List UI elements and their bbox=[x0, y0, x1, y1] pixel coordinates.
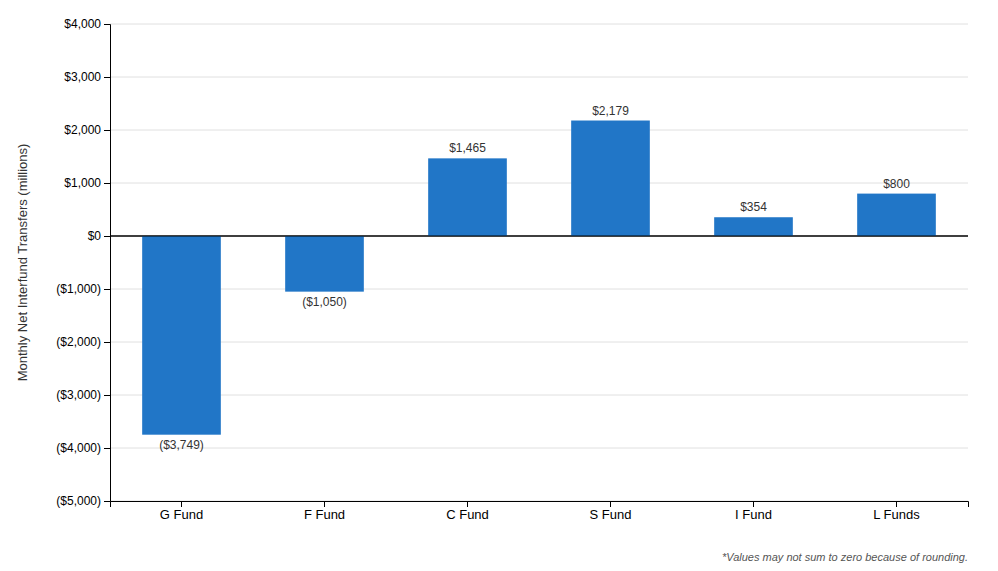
y-tick: ($3,000) bbox=[56, 388, 110, 402]
grid-line bbox=[110, 24, 968, 25]
y-tick-label: $4,000 bbox=[64, 17, 101, 31]
x-tick-label: F Fund bbox=[304, 507, 345, 522]
data-label: $800 bbox=[883, 177, 910, 191]
y-tick-label: ($3,000) bbox=[56, 388, 101, 402]
y-tick-label: ($1,000) bbox=[56, 282, 101, 296]
y-tick-mark bbox=[104, 289, 110, 290]
data-labels: ($3,749) ($1,050) $1,465 $2,179 $354 $800 bbox=[159, 104, 910, 453]
x-tick-mark bbox=[896, 501, 897, 507]
y-tick-mark bbox=[104, 130, 110, 131]
y-tick-label: $3,000 bbox=[64, 70, 101, 84]
data-label: ($3,749) bbox=[159, 438, 204, 452]
x-tick-mark bbox=[753, 501, 754, 507]
y-tick: ($2,000) bbox=[56, 335, 110, 349]
y-tick-mark bbox=[104, 24, 110, 25]
y-tick-mark bbox=[104, 395, 110, 396]
x-tick-mark bbox=[467, 501, 468, 507]
y-tick: ($4,000) bbox=[56, 441, 110, 455]
x-tick: I Fund bbox=[735, 501, 772, 522]
x-tick-mark bbox=[324, 501, 325, 507]
y-tick: ($1,000) bbox=[56, 282, 110, 296]
x-tick: C Fund bbox=[446, 501, 489, 522]
x-tick: L Funds bbox=[873, 501, 920, 522]
bar bbox=[857, 194, 936, 236]
x-axis: G Fund F Fund C Fund S Fund I Fund L Funds bbox=[111, 501, 969, 522]
y-tick-mark bbox=[104, 236, 110, 237]
y-tick-mark bbox=[104, 77, 110, 78]
y-tick: $4,000 bbox=[64, 17, 110, 31]
y-tick-label: $0 bbox=[88, 229, 102, 243]
bar bbox=[428, 158, 507, 236]
bars bbox=[142, 121, 936, 435]
zero-line bbox=[110, 235, 968, 236]
x-tick-mark bbox=[610, 501, 611, 507]
grid-line bbox=[110, 448, 968, 449]
plot: ($3,749) ($1,050) $1,465 $2,179 $354 $800 ($5,… bbox=[56, 17, 968, 522]
y-tick-label: $1,000 bbox=[64, 176, 101, 190]
x-tick-label: G Fund bbox=[160, 507, 203, 522]
y-tick-label: $2,000 bbox=[64, 123, 101, 137]
bar bbox=[571, 121, 650, 236]
y-axis-title: Monthly Net Interfund Transfers (million… bbox=[15, 144, 30, 382]
grid-line bbox=[110, 289, 968, 290]
grid bbox=[110, 24, 968, 501]
x-tick-label: C Fund bbox=[446, 507, 489, 522]
y-axis: ($5,000) ($4,000) ($3,000) ($2,000) ($1,000)… bbox=[56, 17, 110, 508]
x-axis-line bbox=[111, 502, 969, 508]
grid-line bbox=[110, 77, 968, 78]
y-tick: ($5,000) bbox=[56, 494, 110, 508]
x-tick-label: S Fund bbox=[590, 507, 632, 522]
grid-line bbox=[110, 183, 968, 184]
y-tick-mark bbox=[104, 448, 110, 449]
y-axis-line bbox=[104, 25, 111, 502]
y-tick: $1,000 bbox=[64, 176, 110, 190]
data-label: ($1,050) bbox=[302, 295, 347, 309]
y-tick-mark bbox=[104, 342, 110, 343]
x-tick: G Fund bbox=[160, 501, 203, 522]
data-label: $2,179 bbox=[592, 104, 629, 118]
x-tick-label: L Funds bbox=[873, 507, 920, 522]
x-tick-mark bbox=[181, 501, 182, 507]
grid-line bbox=[110, 130, 968, 131]
x-tick: S Fund bbox=[590, 501, 632, 522]
y-tick: $3,000 bbox=[64, 70, 110, 84]
y-tick-mark bbox=[104, 501, 110, 502]
y-tick: $2,000 bbox=[64, 123, 110, 137]
data-label: $1,465 bbox=[449, 141, 486, 155]
bar bbox=[285, 236, 364, 292]
footnote: *Values may not sum to zero because of r… bbox=[722, 551, 968, 563]
grid-line bbox=[110, 395, 968, 396]
data-label: $354 bbox=[740, 200, 767, 214]
x-tick-label: I Fund bbox=[735, 507, 772, 522]
bar bbox=[714, 217, 793, 236]
chart: ($3,749) ($1,050) $1,465 $2,179 $354 $800 ($5,… bbox=[0, 0, 998, 571]
y-tick-label: ($5,000) bbox=[56, 494, 101, 508]
y-tick-label: ($2,000) bbox=[56, 335, 101, 349]
x-tick: F Fund bbox=[304, 501, 345, 522]
zero-line bbox=[110, 235, 968, 236]
y-tick: $0 bbox=[88, 229, 110, 243]
bar bbox=[142, 236, 221, 435]
grid-line bbox=[110, 342, 968, 343]
y-tick-label: ($4,000) bbox=[56, 441, 101, 455]
y-tick-mark bbox=[104, 183, 110, 184]
